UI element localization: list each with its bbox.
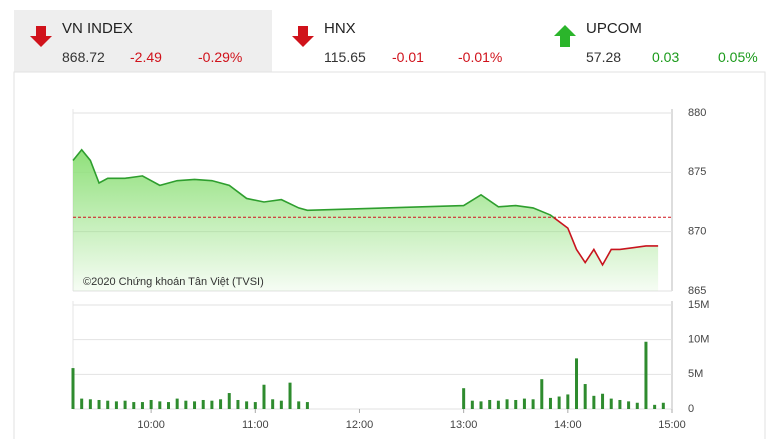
volume-bar — [140, 402, 144, 409]
volume-bar — [114, 401, 118, 409]
volume-bar — [201, 399, 205, 409]
volume-bar — [279, 400, 283, 409]
y-tick-label: 865 — [688, 285, 706, 297]
x-tick-label: 12:00 — [346, 419, 374, 431]
x-tick-label: 11:00 — [242, 419, 269, 431]
volume-bar — [592, 395, 596, 409]
y-tick-label: 10M — [688, 334, 709, 346]
volume-bar — [158, 401, 162, 409]
index-change: -2.49 — [130, 49, 162, 65]
volume-bar — [627, 401, 631, 409]
index-change: -0.01 — [392, 49, 424, 65]
index-percent: -0.29% — [198, 49, 243, 65]
volume-bar — [548, 397, 552, 409]
index-hnx[interactable]: HNX 115.65 -0.01 -0.01% — [276, 10, 534, 72]
volume-bar — [80, 398, 84, 409]
y-tick-label: 5M — [688, 368, 703, 380]
volume-bar — [601, 393, 605, 409]
volume-bar — [149, 399, 153, 409]
index-value: 57.28 — [586, 49, 622, 65]
volume-bar — [661, 402, 665, 409]
volume-bar — [227, 393, 231, 409]
volume-bar — [488, 399, 492, 409]
volume-bar — [219, 399, 223, 409]
volume-bar — [583, 384, 587, 409]
volume-bar — [618, 399, 622, 409]
volume-bar — [496, 400, 500, 409]
index-value: 115.65 — [324, 49, 366, 65]
volume-bar — [479, 401, 483, 409]
volume-bar — [245, 401, 249, 409]
price-line — [72, 148, 659, 267]
down-arrow — [292, 26, 314, 47]
volume-bar — [210, 400, 214, 409]
volume-bar — [653, 404, 657, 409]
volume-bar — [166, 402, 170, 409]
volume-bar — [288, 382, 292, 409]
index-percent: 0.05% — [718, 49, 758, 65]
volume-bar — [505, 399, 509, 409]
index-name: UPCOM — [586, 20, 642, 37]
volume-bar — [531, 399, 535, 409]
volume-bar — [609, 398, 613, 409]
volume-bar — [184, 400, 188, 409]
volume-bar — [514, 399, 518, 409]
x-tick-label: 14:00 — [554, 419, 582, 431]
volume-bar — [253, 402, 257, 409]
volume-bar — [97, 399, 101, 409]
volume-bar — [271, 399, 275, 409]
y-tick-label: 15M — [688, 299, 709, 311]
volume-bar — [193, 401, 197, 409]
volume-bar — [635, 402, 639, 409]
volume-bar — [262, 384, 266, 409]
volume-bar — [175, 398, 179, 409]
index-vn[interactable]: VN INDEX 868.72 -2.49 -0.29% — [14, 10, 272, 72]
y-tick-label: 870 — [688, 226, 706, 238]
y-tick-label: 875 — [688, 166, 706, 178]
volume-bar — [557, 396, 561, 409]
volume-bar — [522, 398, 526, 409]
index-name: VN INDEX — [62, 20, 133, 37]
y-tick-label: 0 — [688, 403, 694, 415]
index-value: 868.72 — [62, 49, 105, 65]
volume-bar — [236, 399, 240, 409]
volume-bar — [462, 388, 466, 409]
volume-bar — [106, 400, 110, 409]
index-name: HNX — [324, 20, 356, 37]
y-tick-label: 880 — [688, 107, 706, 119]
panel-border — [13, 71, 766, 439]
volume-bar — [540, 379, 544, 409]
up-arrow — [554, 25, 576, 47]
x-tick-label: 10:00 — [137, 419, 165, 431]
volume-bar — [470, 400, 474, 409]
volume-bar — [123, 400, 127, 409]
volume-bar — [575, 358, 579, 409]
index-upcom[interactable]: UPCOM 57.28 0.03 0.05% — [538, 10, 780, 72]
volume-bar — [132, 402, 136, 409]
index-change: 0.03 — [652, 49, 680, 65]
price-area — [73, 149, 659, 291]
volume-bar — [566, 394, 570, 409]
volume-bar — [88, 399, 92, 409]
volume-bar — [644, 341, 648, 409]
x-tick-label: 13:00 — [450, 419, 478, 431]
annotation: ©2020 Chứng khoán Tân Việt (TVSI) — [83, 276, 264, 288]
down-arrow — [30, 26, 52, 47]
index-percent: -0.01% — [458, 49, 503, 65]
volume-bar — [305, 402, 309, 409]
volume-bar — [71, 368, 75, 409]
x-tick-label: 15:00 — [658, 419, 686, 431]
volume-bar — [297, 401, 301, 409]
